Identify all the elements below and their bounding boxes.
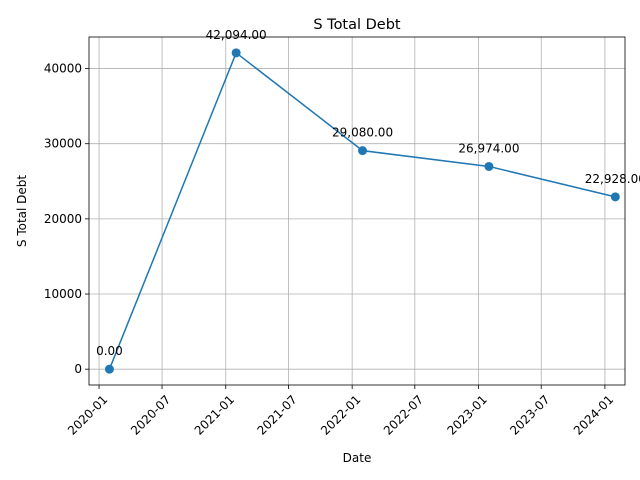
data-point [231, 48, 241, 58]
y-tick-label: 20000 [44, 212, 82, 226]
chart-title: S Total Debt [313, 17, 401, 33]
data-label: 29,080.00 [332, 126, 393, 140]
data-label: 42,094.00 [206, 28, 267, 42]
data-point [358, 146, 368, 156]
x-axis-label: Date [343, 451, 372, 465]
y-tick-label: 10000 [44, 287, 82, 301]
series-layer [104, 48, 620, 374]
data-label: 0.00 [96, 344, 123, 358]
y-axis-label: S Total Debt [15, 175, 29, 248]
plot-frame [88, 36, 626, 386]
data-point [610, 192, 620, 202]
grid [89, 37, 625, 385]
y-tick-label: 30000 [44, 137, 82, 151]
data-point [484, 161, 494, 171]
data-labels: 0.00 42,094.00 29,080.00 26,974.00 22,928.00 [96, 28, 640, 358]
data-label: 26,974.00 [458, 141, 519, 155]
y-axis-ticks: 0 10000 20000 30000 40000 [44, 62, 89, 376]
y-tick-label: 40000 [44, 62, 82, 76]
data-label: 22,928.00 [585, 172, 640, 186]
data-point [104, 364, 114, 374]
y-tick-label: 0 [74, 362, 82, 376]
